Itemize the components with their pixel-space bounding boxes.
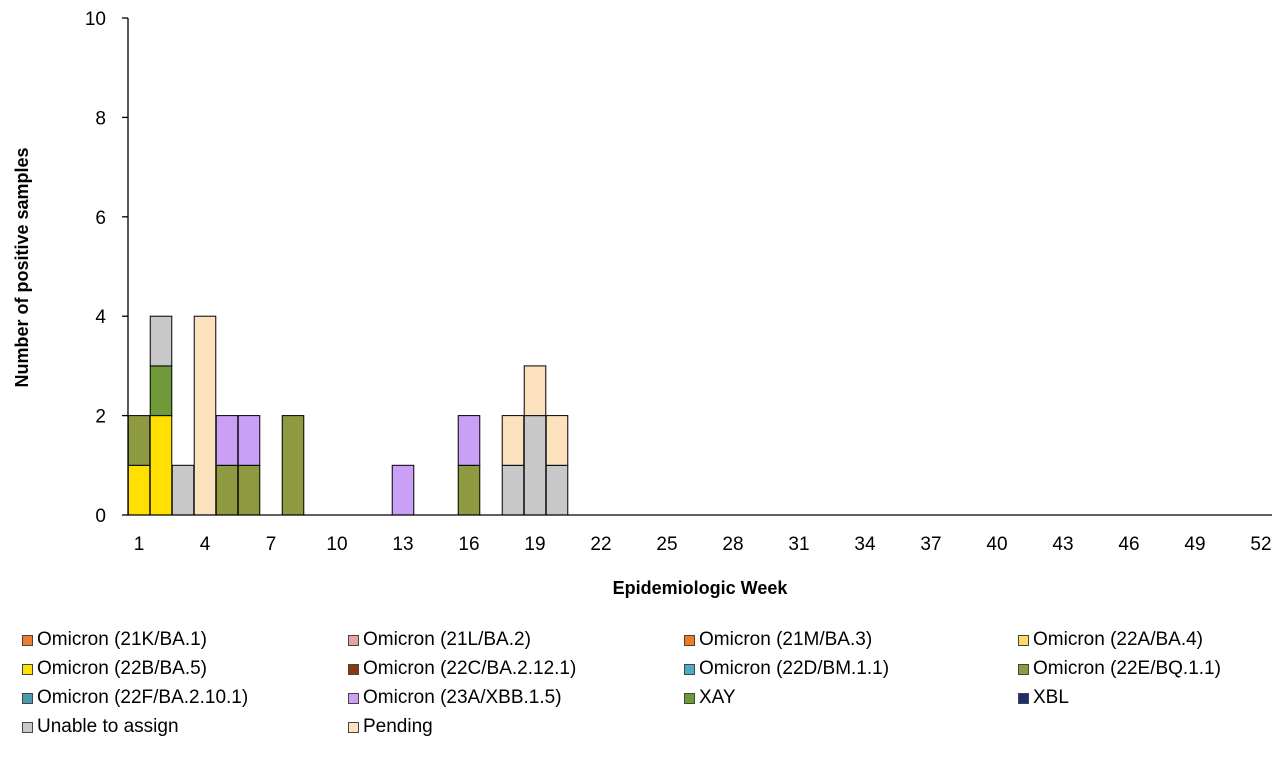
legend-label: Omicron (22F/BA.2.10.1) xyxy=(37,687,249,708)
y-tick-label: 10 xyxy=(85,9,106,30)
legend-item: Unable to assign xyxy=(22,715,179,739)
legend-swatch xyxy=(1018,663,1029,675)
legend-swatch xyxy=(348,721,359,733)
legend-swatch xyxy=(1018,634,1029,646)
legend-item: Omicron (22E/BQ.1.1) xyxy=(1018,657,1221,681)
x-tick-label: 43 xyxy=(1052,534,1073,555)
bar-segment xyxy=(501,415,525,466)
legend-label: Unable to assign xyxy=(37,716,179,737)
x-axis-title: Epidemiologic Week xyxy=(613,578,789,598)
bar-segment xyxy=(545,415,569,466)
y-axis-title: Number of positive samples xyxy=(12,147,32,387)
legend-label: Omicron (21L/BA.2) xyxy=(363,629,531,650)
bar-segment xyxy=(457,415,481,466)
y-tick-label: 0 xyxy=(95,506,106,527)
legend-item: Omicron (21K/BA.1) xyxy=(22,628,207,652)
x-tick-label: 13 xyxy=(392,534,413,555)
legend-item: Pending xyxy=(348,715,433,739)
legend-label: Omicron (22B/BA.5) xyxy=(37,658,207,679)
bar-segment xyxy=(171,464,195,516)
legend-item: Omicron (22A/BA.4) xyxy=(1018,628,1203,652)
y-tick-label: 2 xyxy=(95,407,106,428)
axes-layer xyxy=(127,18,1272,516)
legend-label: Omicron (22D/BM.1.1) xyxy=(699,658,890,679)
legend-swatch xyxy=(684,634,695,646)
bars-layer xyxy=(127,315,569,516)
bar-segment xyxy=(127,464,151,516)
y-tick-label: 4 xyxy=(95,307,106,328)
legend-swatch xyxy=(22,721,33,733)
bar-segment xyxy=(149,365,173,417)
x-tick-label: 31 xyxy=(788,534,809,555)
legend-swatch xyxy=(684,663,695,675)
bar-segment xyxy=(237,464,261,516)
y-tick-label: 6 xyxy=(95,208,106,229)
x-tick-label: 28 xyxy=(722,534,743,555)
bar-segment xyxy=(523,365,547,417)
x-tick-label: 37 xyxy=(920,534,941,555)
x-tick-label: 19 xyxy=(524,534,545,555)
legend-label: Omicron (22E/BQ.1.1) xyxy=(1033,658,1221,679)
bar-segment xyxy=(215,464,239,516)
legend-swatch xyxy=(348,692,359,704)
legend-swatch xyxy=(348,634,359,646)
x-tick-label: 4 xyxy=(200,534,211,555)
legend-swatch xyxy=(348,663,359,675)
bar-segment xyxy=(545,464,569,516)
x-tick-label: 52 xyxy=(1250,534,1271,555)
legend-swatch xyxy=(22,692,33,704)
x-tick-label: 10 xyxy=(326,534,347,555)
legend-label: XAY xyxy=(699,687,736,708)
bar-segment xyxy=(391,464,415,516)
legend-item: XBL xyxy=(1018,686,1069,710)
legend-label: Omicron (22A/BA.4) xyxy=(1033,629,1203,650)
bar-segment xyxy=(523,415,547,516)
legend-item: Omicron (22C/BA.2.12.1) xyxy=(348,657,576,681)
legend-label: Omicron (23A/XBB.1.5) xyxy=(363,687,562,708)
legend-item: Omicron (22F/BA.2.10.1) xyxy=(22,686,248,710)
x-tick-label: 46 xyxy=(1118,534,1139,555)
bar-segment xyxy=(215,415,239,466)
x-tick-label: 1 xyxy=(134,534,145,555)
x-tick-label: 22 xyxy=(590,534,611,555)
bar-segment xyxy=(193,315,217,516)
legend-item: Omicron (21M/BA.3) xyxy=(684,628,872,652)
legend-label: Omicron (21K/BA.1) xyxy=(37,629,207,650)
legend-item: XAY xyxy=(684,686,736,710)
legend-item: Omicron (22D/BM.1.1) xyxy=(684,657,889,681)
legend-label: XBL xyxy=(1033,687,1069,708)
y-tick-label: 8 xyxy=(95,108,106,129)
bar-segment xyxy=(281,415,305,516)
x-tick-label: 34 xyxy=(854,534,876,555)
bar-segment xyxy=(457,464,481,516)
legend-label: Pending xyxy=(363,716,433,737)
legend-item: Omicron (23A/XBB.1.5) xyxy=(348,686,562,710)
bar-segment xyxy=(237,415,261,466)
bar-segment xyxy=(149,415,173,516)
x-tick-label: 40 xyxy=(986,534,1007,555)
bar-segment xyxy=(127,415,151,466)
legend-swatch xyxy=(1018,692,1029,704)
bar-segment xyxy=(501,464,525,516)
legend-label: Omicron (21M/BA.3) xyxy=(699,629,873,650)
legend-item: Omicron (21L/BA.2) xyxy=(348,628,531,652)
x-tick-label: 16 xyxy=(458,534,479,555)
legend-swatch xyxy=(22,663,33,675)
legend-item: Omicron (22B/BA.5) xyxy=(22,657,207,681)
x-tick-label: 49 xyxy=(1184,534,1205,555)
legend-swatch xyxy=(684,692,695,704)
x-tick-label: 7 xyxy=(266,534,277,555)
legend-swatch xyxy=(22,634,33,646)
legend-label: Omicron (22C/BA.2.12.1) xyxy=(363,658,577,679)
y-tick-labels: 0 2 4 6 8 10 xyxy=(85,9,128,527)
x-tick-label: 25 xyxy=(656,534,677,555)
bar-segment xyxy=(149,315,173,367)
x-tick-labels: 1 4 7 10 13 16 19 22 25 28 31 34 37 40 43 46 49 52 xyxy=(134,534,1272,555)
